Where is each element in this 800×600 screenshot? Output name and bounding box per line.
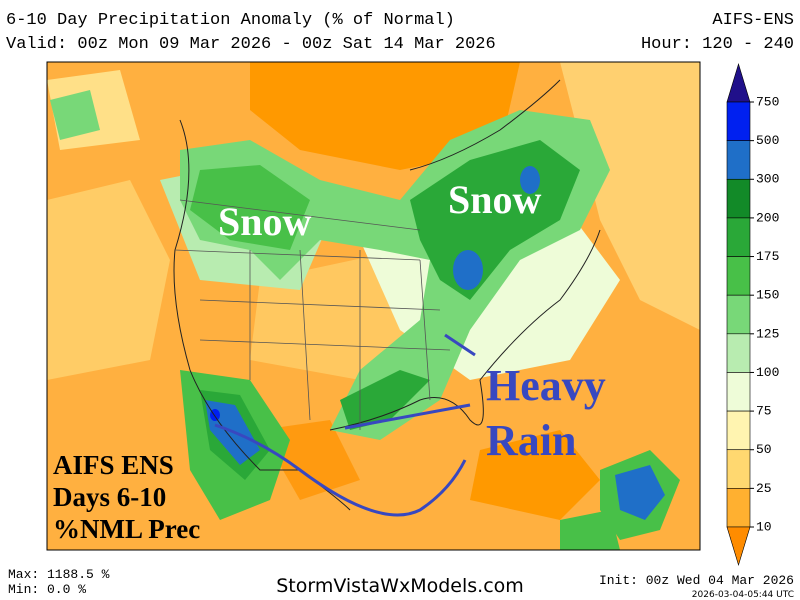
colorbar-box: [726, 256, 751, 296]
rain-label: Rain: [486, 416, 576, 465]
timestamp: 2026-03-04-05:44 UTC: [692, 590, 794, 600]
heavy-label: Heavy: [486, 361, 606, 410]
colorbar-label: 125: [756, 326, 779, 341]
colorbar-label: 750: [756, 94, 779, 109]
colorbar-box: [726, 372, 751, 412]
site-name: StormVistaWxModels.com: [276, 575, 524, 597]
colorbar-label: 100: [756, 365, 779, 380]
snow-label: Snow: [218, 199, 311, 244]
model-note: AIFS ENS: [53, 450, 174, 480]
colorbar: 750 500 300 200 175 150 125 100 75 50 25 10: [726, 62, 779, 567]
model-note: %NML Prec: [53, 514, 200, 544]
colorbar-label: 50: [756, 442, 772, 457]
colorbar-box: [726, 410, 751, 451]
snow-label: Snow: [448, 177, 541, 222]
colorbar-top-arrow: [726, 62, 751, 103]
colorbar-label: 10: [756, 519, 772, 534]
model-name: AIFS-ENS: [712, 11, 794, 30]
colorbar-box: [726, 294, 751, 335]
colorbar-label: 25: [756, 481, 772, 496]
colorbar-label: 200: [756, 210, 779, 225]
colorbar-box: [726, 178, 751, 219]
model-note: Days 6-10: [53, 482, 166, 512]
colorbar-box: [726, 140, 751, 180]
colorbar-box: [726, 101, 751, 141]
max-value: Max: 1188.5 %: [8, 567, 110, 582]
min-value: Min: 0.0 %: [8, 582, 86, 597]
init-time: Init: 00z Wed 04 Mar 2026: [599, 573, 794, 588]
colorbar-box: [726, 217, 751, 257]
title: 6-10 Day Precipitation Anomaly (% of Nor…: [6, 11, 455, 30]
colorbar-label: 75: [756, 404, 772, 419]
colorbar-box: [726, 449, 751, 489]
colorbar-label: 500: [756, 133, 779, 148]
colorbar-box: [726, 488, 751, 528]
colorbar-label: 175: [756, 249, 779, 264]
map: Snow Snow Heavy Rain AIFS ENS Days 6-10 …: [46, 61, 701, 551]
colorbar-box: [726, 333, 751, 373]
colorbar-bottom-arrow: [726, 526, 751, 567]
colorbar-label: 150: [756, 288, 779, 303]
forecast-hour: Hour: 120 - 240: [641, 35, 794, 54]
valid-time: Valid: 00z Mon 09 Mar 2026 - 00z Sat 14 …: [6, 35, 496, 54]
colorbar-label: 300: [756, 172, 779, 187]
